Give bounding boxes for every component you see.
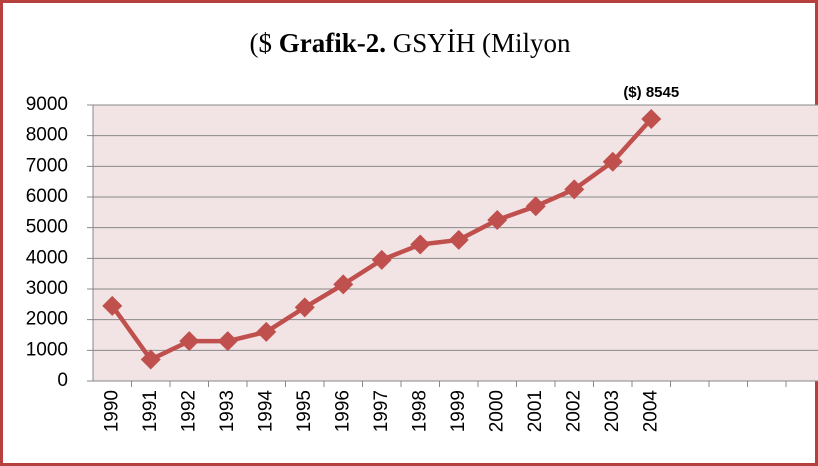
y-tick-label: 6000 <box>26 186 68 207</box>
data-label: ($) 8545 <box>623 84 679 101</box>
x-tick-label: 1991 <box>140 390 161 432</box>
y-tick-label: 2000 <box>26 309 68 330</box>
title-part: ($ <box>249 28 272 58</box>
marker <box>333 274 354 295</box>
y-tick-label: 0 <box>57 370 68 391</box>
marker <box>217 331 238 352</box>
x-tick-label: 1994 <box>255 390 276 433</box>
x-tick-label: 2003 <box>602 390 623 432</box>
marker <box>487 210 508 230</box>
y-tick-label: 9000 <box>26 94 68 115</box>
marker <box>371 249 392 270</box>
y-tick-label: 4000 <box>26 247 68 268</box>
marker <box>102 295 123 316</box>
chart-title: ($ Grafik-2. GSYİH (Milyon <box>249 28 571 58</box>
title-part: GSYİH (Milyon <box>393 28 571 58</box>
marker <box>564 179 585 200</box>
x-tick-label: 1996 <box>332 390 353 432</box>
y-tick-label: 8000 <box>26 125 68 146</box>
x-tick-label: 2001 <box>525 390 546 432</box>
x-tick-label: 1990 <box>101 390 122 432</box>
x-tick-label: 1998 <box>409 390 430 432</box>
marker <box>140 349 161 370</box>
y-tick-label: 3000 <box>26 278 68 299</box>
x-tick-label: 2000 <box>486 390 507 432</box>
x-tick-label: 1999 <box>448 390 469 432</box>
y-tick-label: 5000 <box>26 217 68 238</box>
marker <box>602 151 623 172</box>
x-tick-label: 1995 <box>294 390 315 432</box>
y-tick-label: 1000 <box>26 339 68 360</box>
x-tick-label: 1992 <box>178 390 199 432</box>
x-tick-label: 2004 <box>640 390 661 433</box>
marker <box>179 331 200 352</box>
marker <box>256 321 277 342</box>
x-tick-label: 1997 <box>371 390 392 432</box>
title-part: Grafik-2. <box>279 28 386 58</box>
marker <box>294 297 315 318</box>
marker <box>410 234 431 255</box>
x-tick-label: 2002 <box>563 390 584 432</box>
y-tick-label: 7000 <box>26 155 68 176</box>
marker <box>525 196 546 217</box>
marker <box>448 229 469 250</box>
marker <box>641 108 662 129</box>
x-tick-label: 1993 <box>217 390 238 432</box>
